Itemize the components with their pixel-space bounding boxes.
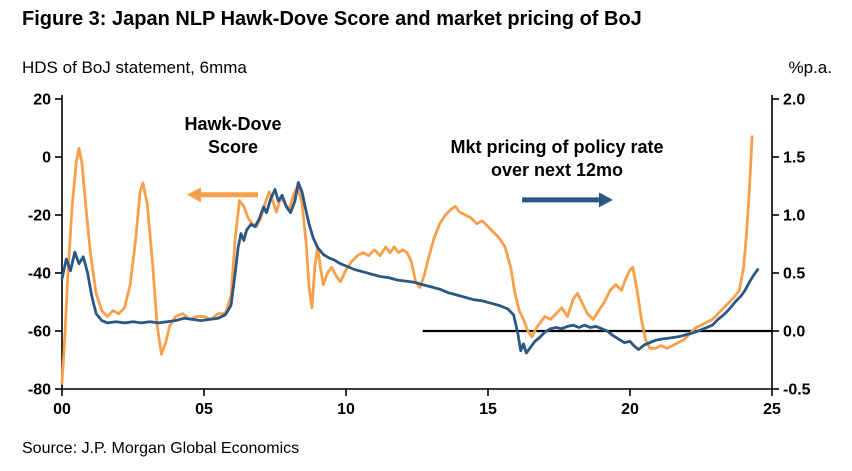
left-axis-tick-label: 20 <box>33 92 51 109</box>
x-axis-tick-label: 25 <box>763 401 781 418</box>
left-axis-tick-label: -20 <box>28 208 51 225</box>
x-axis-tick-label: 10 <box>337 401 355 418</box>
left-axis-tick-label: -60 <box>28 324 51 341</box>
chart-canvas: 20 0 -20 -40 -60 -80 2.0 1.5 1.0 0.5 0.0 -0.5 00 05 10… <box>28 92 811 419</box>
chart-area: 20 0 -20 -40 -60 -80 2.0 1.5 1.0 0.5 0.0 -0.5 00 05 10… <box>0 84 852 429</box>
hawk-dove-series-line <box>60 135 754 385</box>
left-axis-tick-label: -40 <box>28 266 51 283</box>
right-axis-tick-label: 1.0 <box>783 208 805 225</box>
right-axis-tick-label: 0.5 <box>783 266 805 283</box>
mkt-pricing-series-line <box>60 181 760 355</box>
x-axis-tick-label: 00 <box>53 401 71 418</box>
mkt-pricing-label: Mkt pricing of policy rate over next 12m… <box>450 137 664 180</box>
left-axis-tick-label: -80 <box>28 382 51 399</box>
right-axis-tick-label: -0.5 <box>783 382 811 399</box>
source-note: Source: J.P. Morgan Global Economics <box>22 440 300 457</box>
hawk-dove-score-label: Hawk-Dove Score <box>184 114 282 157</box>
left-axis-tick-label: 0 <box>42 150 51 167</box>
figure-title: Figure 3: Japan NLP Hawk-Dove Score and … <box>22 8 642 30</box>
mkt-arrow-head <box>598 192 613 208</box>
x-axis-tick-label: 05 <box>195 401 213 418</box>
hds-arrow-head <box>186 187 201 203</box>
x-axis-tick-label: 15 <box>479 401 497 418</box>
left-axis-caption: HDS of BoJ statement, 6mma <box>22 58 247 77</box>
right-axis-tick-label: 2.0 <box>783 92 805 109</box>
right-axis-tick-label: 1.5 <box>783 150 805 167</box>
right-axis-caption: %p.a. <box>788 58 832 77</box>
x-axis-tick-label: 20 <box>621 401 639 418</box>
right-axis-tick-label: 0.0 <box>783 324 805 341</box>
